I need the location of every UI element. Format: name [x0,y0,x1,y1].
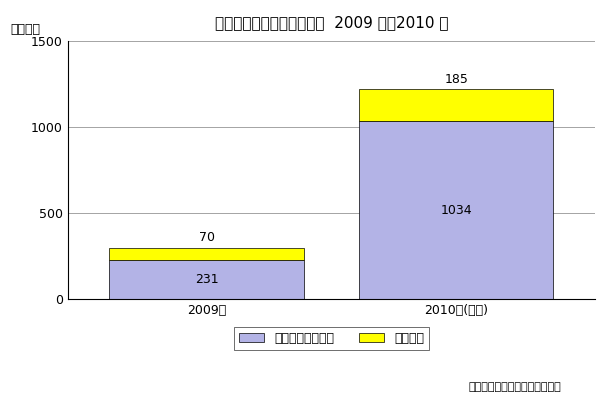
Text: 1034: 1034 [440,204,472,217]
Text: （シード・プランニング推定）: （シード・プランニング推定） [468,382,561,392]
Text: 231: 231 [195,273,218,286]
Bar [109,260,304,300]
Legend: アイテム販売収入, 広告収入: アイテム販売収入, 広告収入 [234,327,429,350]
Bar [359,89,553,121]
Bar [109,248,304,260]
Text: 185: 185 [444,73,468,86]
Bar [359,121,553,300]
Title: ソーシャルゲーム市場規模  2009 年－2010 年: ソーシャルゲーム市場規模 2009 年－2010 年 [215,15,448,30]
Text: 70: 70 [198,231,215,244]
Y-axis label: （億円）: （億円） [10,23,41,36]
